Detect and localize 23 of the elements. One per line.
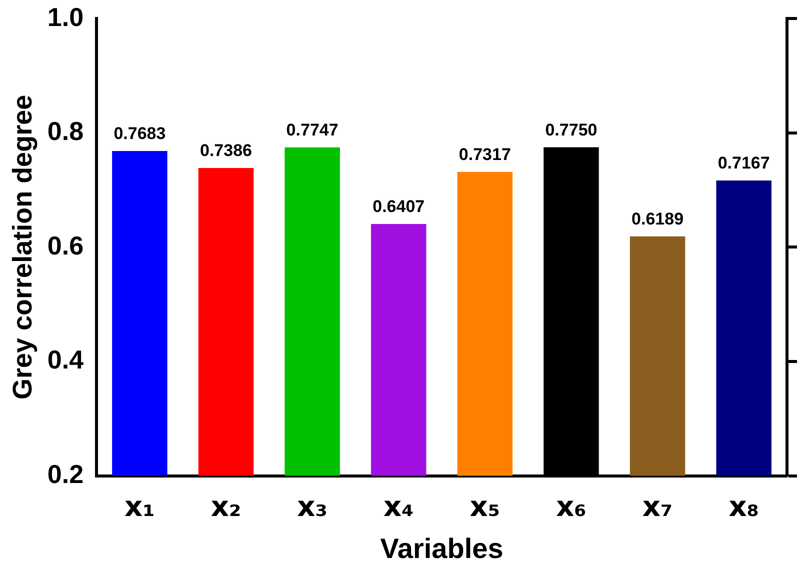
data-label: 0.7750 [545, 120, 598, 140]
data-label: 0.7317 [458, 145, 511, 164]
x-tick-label: x₃ [297, 490, 328, 523]
x-axis-title: Variables [380, 532, 504, 564]
y-axis-title: Grey correlation degree [8, 94, 38, 400]
data-label: 0.7386 [200, 141, 252, 160]
y-tick-label: 1.0 [47, 2, 84, 32]
x-tick-label: x₈ [728, 490, 760, 523]
y-tick-label: 0.2 [47, 458, 84, 489]
data-label: 0.7683 [114, 124, 166, 144]
x-tick-label: x₁ [124, 490, 155, 523]
x-tick-label: x₆ [556, 490, 586, 523]
data-label: 0.7747 [286, 120, 338, 140]
x-tick-label: x₅ [470, 490, 500, 523]
x-tick-label: x₇ [642, 490, 673, 523]
y-tick-label: 0.8 [47, 116, 84, 146]
x-tick-label: x₄ [383, 490, 414, 523]
y-tick-label: 0.6 [47, 230, 84, 260]
data-label: 0.7167 [718, 154, 770, 173]
data-label: 0.6189 [632, 210, 684, 229]
x-tick-label: x₂ [210, 490, 242, 523]
data-label: 0.6407 [372, 197, 425, 216]
y-tick-label: 0.4 [47, 344, 84, 375]
